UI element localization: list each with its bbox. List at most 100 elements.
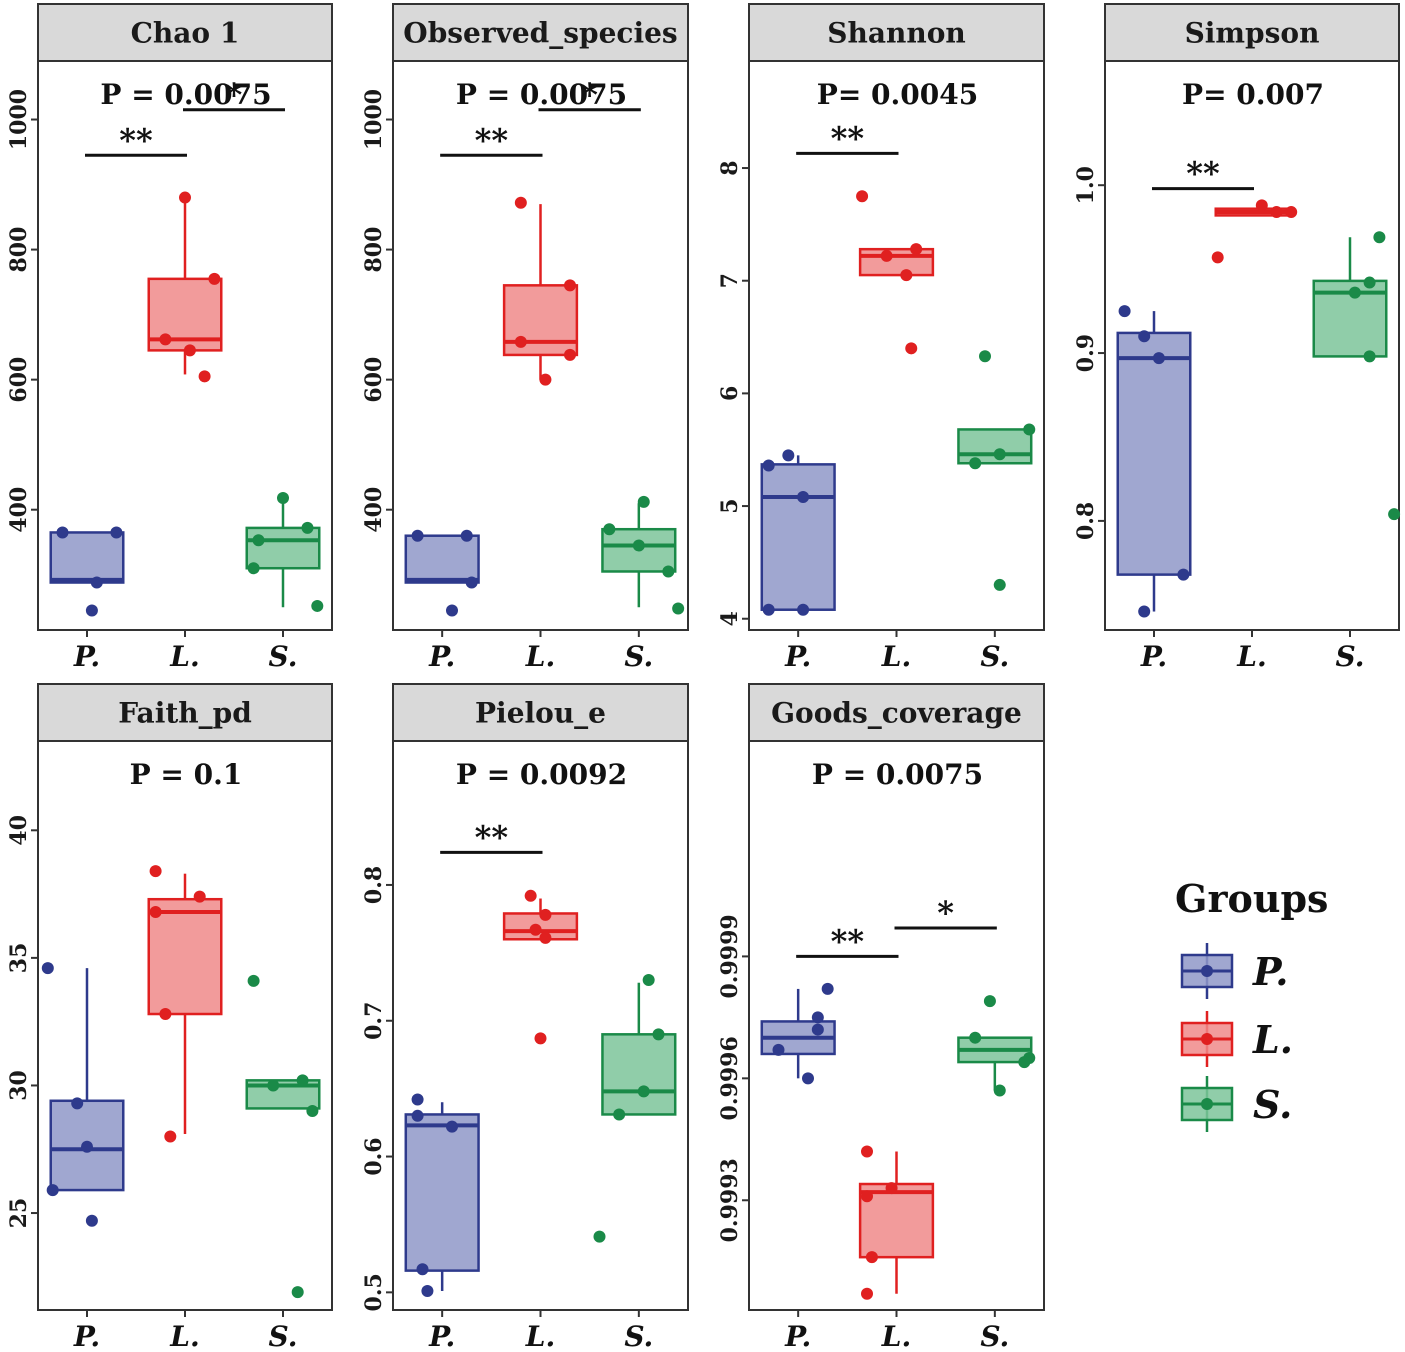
y-tick-label: 1000 <box>6 89 32 150</box>
y-tick-label: 800 <box>6 227 32 273</box>
y-tick-label: 5 <box>717 498 743 513</box>
data-point <box>1363 276 1376 289</box>
box-p <box>49 526 125 617</box>
y-tick-label: 0.7 <box>361 1002 387 1040</box>
y-tick-label: 1.0 <box>1073 166 1099 204</box>
data-point <box>979 350 991 363</box>
significance-label: ** <box>119 121 153 159</box>
data-point <box>762 603 775 616</box>
data-point <box>880 249 893 262</box>
p-value: P = 0.1 <box>130 758 243 791</box>
box-s <box>601 495 685 615</box>
p-value: P = 0.0075 <box>812 758 983 791</box>
data-point <box>514 335 527 348</box>
strip-chao-1 <box>37 3 333 62</box>
box-body <box>404 534 480 584</box>
data-point <box>993 448 1006 461</box>
strip-shannon <box>748 3 1045 62</box>
data-point <box>811 1011 824 1024</box>
box-s <box>245 974 321 1299</box>
y-tick-label: 0.8 <box>1073 502 1099 540</box>
x-tick-label: P. <box>428 1320 455 1352</box>
data-point <box>81 1140 93 1153</box>
data-point <box>613 1108 626 1121</box>
data-point <box>514 196 527 209</box>
data-point <box>416 1263 429 1276</box>
data-point <box>247 562 260 575</box>
data-point <box>208 272 221 285</box>
data-point <box>446 604 458 617</box>
data-point <box>247 974 260 987</box>
box-body <box>49 531 125 584</box>
box-body <box>858 247 935 277</box>
data-point <box>1018 1056 1031 1069</box>
box-l <box>1211 199 1298 264</box>
significance-label: * <box>937 894 954 932</box>
significance-label: ** <box>1186 155 1220 193</box>
data-point <box>198 370 211 383</box>
x-tick-label: S. <box>624 1320 653 1352</box>
x-tick-label: L. <box>1236 640 1266 673</box>
p-value: P= 0.0045 <box>817 78 978 111</box>
box-p <box>41 962 125 1227</box>
strip-observed-species <box>392 3 689 62</box>
x-tick-label: S. <box>980 1320 1009 1352</box>
box-p <box>1116 305 1192 618</box>
data-point <box>885 1182 898 1195</box>
box-l <box>856 190 935 355</box>
y-tick-label: 0.5 <box>361 1273 387 1311</box>
data-point <box>593 1230 606 1243</box>
box-body <box>147 897 223 1016</box>
data-point <box>267 1079 280 1092</box>
data-point <box>861 1287 873 1300</box>
y-tick-label: 30 <box>6 1070 32 1101</box>
data-point <box>1270 206 1283 219</box>
panel-shannon: Shannon P= 0.0045 4 5 6 7 8 P. L. S. ** <box>717 3 1045 673</box>
x-tick-label: P. <box>73 1320 100 1352</box>
y-tick-label: 0.9999 <box>717 914 743 998</box>
strip-simpson <box>1104 3 1400 62</box>
data-point <box>460 529 473 542</box>
data-point <box>821 982 834 995</box>
data-point <box>291 1286 304 1299</box>
box-body <box>601 1033 677 1116</box>
panel-faith-pd: Faith_pd P = 0.1 25 30 35 40 P. L. S. <box>6 683 333 1352</box>
data-point <box>1348 286 1361 299</box>
data-point <box>564 279 576 292</box>
strip-goods-coverage <box>748 683 1045 742</box>
y-tick-label: 4 <box>717 611 743 626</box>
significance-label: ** <box>831 922 865 960</box>
y-tick-label: 6 <box>717 386 743 401</box>
data-point <box>529 923 542 936</box>
data-point <box>149 905 162 918</box>
data-point <box>772 1043 785 1056</box>
y-tick-label: 800 <box>361 227 387 273</box>
data-point <box>539 373 552 386</box>
data-point <box>993 1084 1006 1097</box>
y-tick-label: 40 <box>6 815 32 846</box>
data-point <box>811 1023 824 1036</box>
x-tick-label: S. <box>624 640 653 673</box>
data-point <box>411 1109 424 1122</box>
data-point <box>993 578 1006 591</box>
strip-faith-pd <box>37 683 333 742</box>
panel-title: Goods_coverage <box>771 697 1022 730</box>
box-body <box>601 527 677 573</box>
data-point <box>969 457 982 470</box>
data-point <box>637 1085 650 1098</box>
box-body <box>502 284 579 357</box>
x-tick-label: S. <box>269 640 298 673</box>
x-tick-label: P. <box>428 640 455 673</box>
p-value: P = 0.0092 <box>456 758 627 791</box>
data-point <box>301 521 314 534</box>
box-s <box>957 350 1036 591</box>
significance-label: ** <box>475 121 509 159</box>
data-point <box>1285 206 1298 219</box>
panel-observed-species: Observed_species P = 0.0075 400 600 800 1000 P… <box>361 3 689 673</box>
data-point <box>632 539 645 552</box>
x-tick-label: L. <box>169 640 199 673</box>
data-point <box>652 1028 665 1041</box>
legend-point <box>1201 1033 1213 1045</box>
